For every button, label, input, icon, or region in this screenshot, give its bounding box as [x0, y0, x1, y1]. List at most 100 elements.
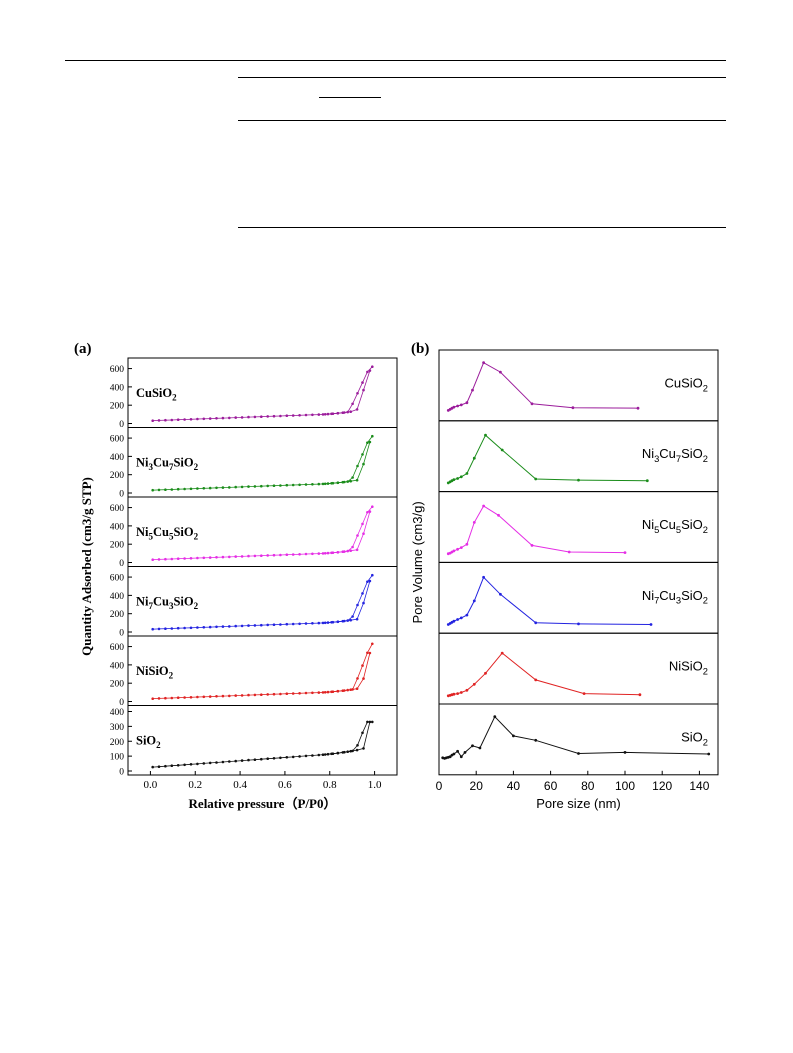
data-point — [478, 746, 482, 750]
data-point — [202, 626, 206, 629]
data-point — [321, 413, 325, 416]
data-point — [151, 488, 154, 492]
data-point — [311, 754, 314, 757]
data-point — [176, 626, 180, 630]
data-point — [285, 414, 289, 418]
isotherm-subplot: 0 200 400 600 Ni3Cu7SiO2 — [110, 427, 398, 500]
data-point — [356, 677, 359, 680]
data-point — [323, 753, 327, 756]
data-point — [285, 483, 289, 487]
data-point — [189, 696, 193, 699]
data-point — [456, 692, 459, 695]
data-point — [170, 627, 174, 630]
data-point — [253, 693, 257, 697]
data-point — [356, 744, 359, 747]
data-point — [341, 550, 345, 553]
data-point — [368, 720, 372, 724]
x-tick-label: 0 — [436, 779, 443, 793]
subplot-sample-label: Ni3Cu7SiO2 — [136, 455, 199, 472]
data-point — [321, 552, 325, 555]
data-point — [272, 757, 276, 760]
data-point — [304, 413, 308, 417]
data-point — [311, 413, 314, 417]
data-point — [361, 731, 364, 735]
data-point — [202, 487, 206, 490]
data-point — [362, 462, 365, 466]
data-point — [636, 406, 640, 410]
data-point — [456, 618, 459, 621]
data-point — [331, 752, 335, 755]
data-point — [649, 623, 653, 626]
data-point — [176, 557, 180, 560]
data-point — [321, 482, 325, 486]
data-point — [331, 412, 335, 416]
subplot-sample-label: SiO2 — [681, 729, 708, 747]
data-point — [371, 505, 374, 509]
data-point — [471, 388, 474, 392]
data-point — [260, 484, 263, 488]
x-tick-label: 120 — [652, 779, 672, 793]
data-point — [459, 755, 463, 759]
panel-a-label: (a) — [74, 341, 92, 357]
data-point — [228, 486, 231, 489]
data-point — [298, 622, 301, 626]
data-point — [355, 748, 359, 752]
data-point — [176, 418, 180, 422]
data-point — [341, 480, 345, 484]
data-point — [291, 622, 295, 626]
data-point — [202, 556, 206, 560]
y-tick-label: 300 — [110, 723, 125, 733]
y-tick-label: 600 — [110, 435, 125, 445]
data-point — [493, 715, 497, 719]
data-point — [497, 513, 500, 517]
data-point — [326, 482, 330, 485]
data-point — [326, 551, 330, 555]
x-axis-label: Pore size (nm) — [536, 796, 621, 811]
data-point — [196, 487, 199, 490]
data-point — [366, 651, 369, 655]
data-point — [349, 549, 353, 552]
data-point — [291, 692, 295, 695]
data-point — [323, 691, 327, 694]
data-point — [279, 623, 282, 626]
data-point — [291, 553, 295, 556]
data-point — [311, 552, 314, 556]
data-point — [170, 488, 174, 491]
data-point — [484, 671, 487, 675]
data-point — [356, 392, 359, 395]
y-axis-label: Pore Volume (cm3/g) — [410, 501, 425, 623]
data-point — [366, 720, 369, 724]
data-point — [196, 417, 199, 421]
y-tick-label: 0 — [119, 629, 124, 639]
pore-line — [442, 715, 709, 759]
data-point — [285, 756, 289, 759]
subplot-frame — [127, 705, 398, 776]
data-point — [304, 483, 308, 486]
y-tick-label: 200 — [110, 471, 125, 481]
data-point — [247, 485, 250, 488]
data-point — [530, 402, 534, 406]
data-point — [534, 621, 538, 625]
table-header-rule — [238, 120, 726, 121]
data-point — [356, 534, 359, 537]
data-point — [240, 694, 244, 697]
subplot-sample-label: CuSiO2 — [136, 386, 177, 403]
subplot-sample-label: CuSiO2 — [665, 375, 709, 393]
x-tick-label: 140 — [689, 779, 709, 793]
data-point — [272, 414, 276, 418]
data-point — [272, 484, 276, 488]
data-point — [291, 755, 295, 759]
y-tick-label: 400 — [110, 661, 125, 671]
data-point — [253, 758, 257, 761]
y-tick-label: 600 — [110, 504, 125, 514]
data-point — [351, 749, 354, 753]
data-point — [331, 481, 335, 485]
data-point — [157, 765, 161, 768]
data-point — [189, 763, 193, 766]
y-axis-label: Quantity Adsorbed (cm3/g STP) — [79, 477, 94, 656]
x-tick-label: 40 — [507, 779, 521, 793]
data-point — [298, 553, 301, 556]
data-point — [534, 678, 538, 682]
data-point — [298, 483, 301, 487]
data-point — [500, 448, 504, 452]
